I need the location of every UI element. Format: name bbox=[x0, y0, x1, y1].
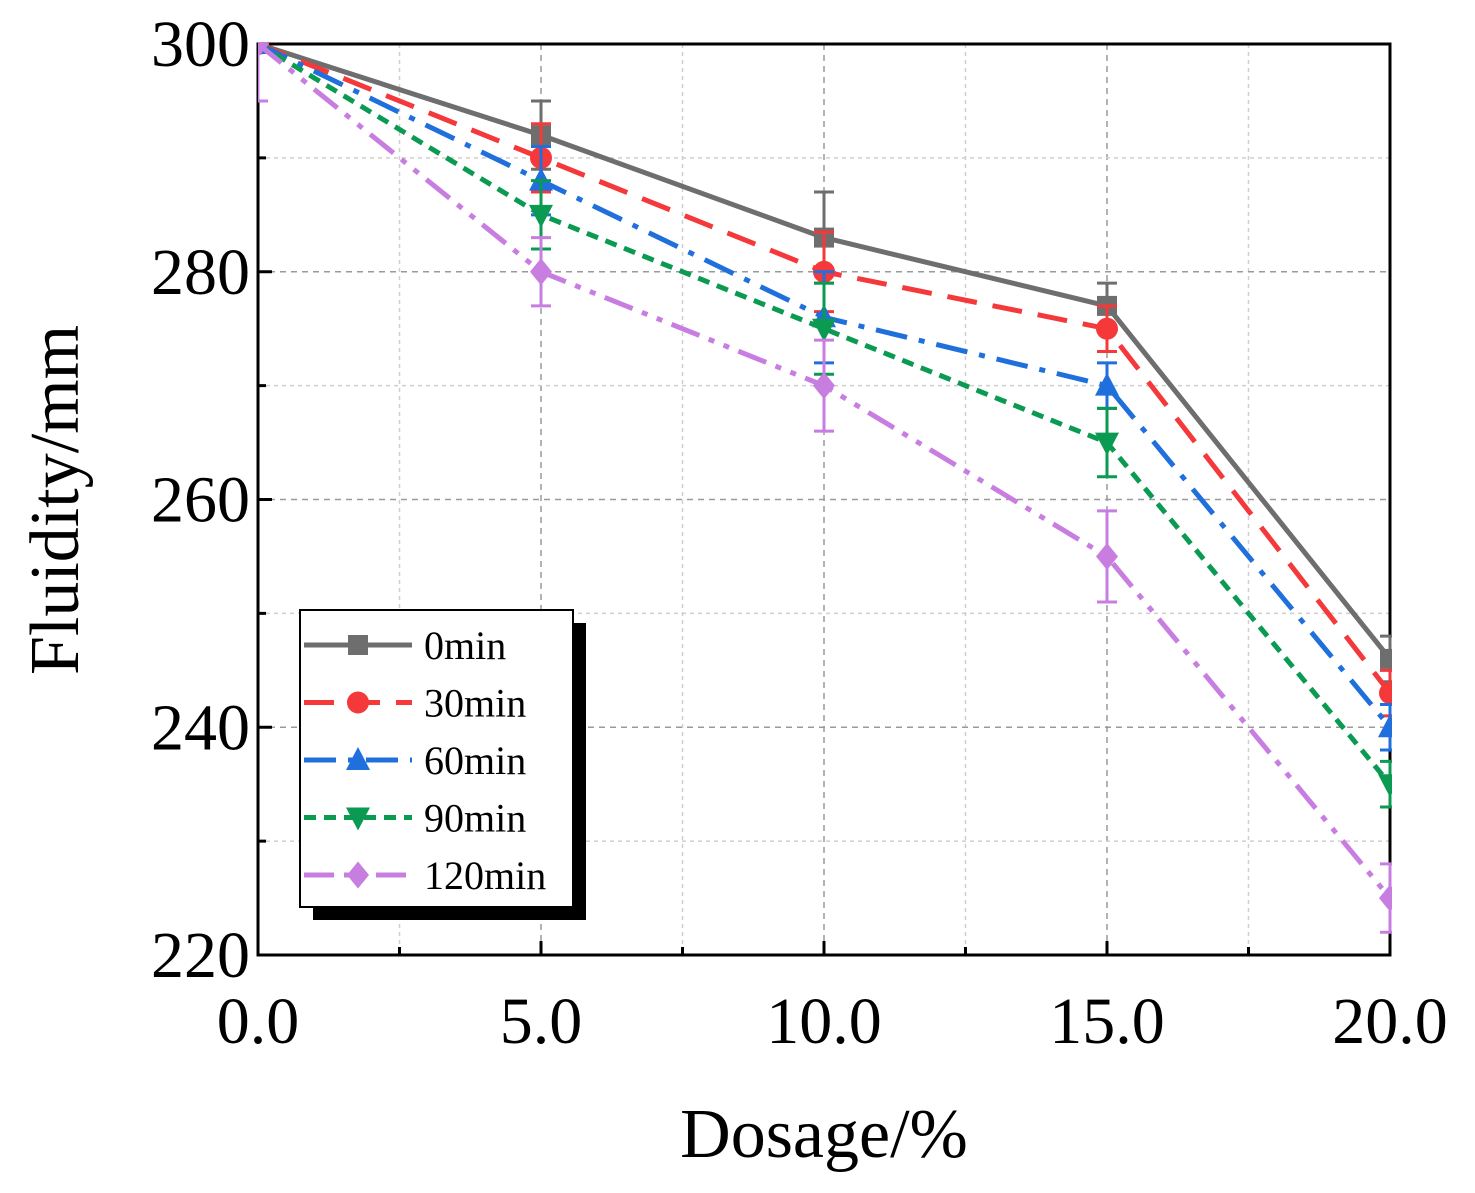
legend-label: 0min bbox=[424, 623, 506, 668]
legend-label: 30min bbox=[424, 681, 526, 726]
data-point bbox=[1379, 682, 1392, 705]
data-point bbox=[1380, 648, 1392, 669]
data-point bbox=[1095, 432, 1119, 456]
x-tick-label: 5.0 bbox=[500, 985, 583, 1058]
legend-item-60min: 60min bbox=[304, 738, 526, 783]
y-tick-label: 260 bbox=[151, 464, 250, 537]
plot-frame bbox=[256, 42, 1392, 957]
y-tick-label: 240 bbox=[151, 691, 250, 764]
legend-item-30min: 30min bbox=[304, 681, 526, 726]
y-axis-title: Fluidity/mm bbox=[17, 325, 94, 675]
legend-label: 90min bbox=[424, 796, 526, 841]
data-point bbox=[1096, 542, 1118, 570]
legend-box bbox=[299, 609, 574, 908]
data-point bbox=[1378, 774, 1392, 798]
y-axis-ticks: 220 240 260 280 300 bbox=[151, 8, 250, 992]
legend: 0min 30min 60min 90min 120min bbox=[299, 609, 586, 920]
y-tick-label: 300 bbox=[151, 8, 250, 81]
data-point bbox=[813, 372, 835, 400]
x-axis-title: Dosage/% bbox=[680, 1096, 968, 1173]
legend-item-0min: 0min bbox=[304, 623, 506, 668]
data-point bbox=[529, 204, 553, 228]
x-tick-label: 10.0 bbox=[766, 985, 882, 1058]
x-axis-ticks: 0.0 5.0 10.0 15.0 20.0 bbox=[217, 985, 1448, 1058]
data-point bbox=[1096, 317, 1118, 340]
data-point bbox=[530, 258, 552, 286]
legend-swatch-marker bbox=[348, 635, 368, 655]
series-line-90min bbox=[258, 42, 1392, 786]
legend-item-90min: 90min bbox=[304, 796, 526, 841]
y-tick-label: 280 bbox=[151, 236, 250, 309]
legend-label: 120min bbox=[424, 853, 546, 898]
series-layer bbox=[258, 42, 1392, 934]
data-point bbox=[1378, 714, 1392, 738]
legend-item-120min: 120min bbox=[304, 853, 546, 898]
legend-swatch-marker bbox=[347, 691, 369, 714]
data-point bbox=[1095, 372, 1119, 396]
legend-label: 60min bbox=[424, 738, 526, 783]
data-point bbox=[812, 318, 836, 342]
x-tick-label: 15.0 bbox=[1049, 985, 1165, 1058]
legend-swatch-marker bbox=[346, 807, 370, 831]
data-point bbox=[1379, 884, 1392, 912]
y-tick-label: 220 bbox=[151, 919, 250, 992]
series-120min bbox=[258, 42, 1392, 934]
legend-swatch-marker bbox=[346, 747, 370, 770]
x-tick-label: 0.0 bbox=[217, 985, 300, 1058]
legend-swatch-marker bbox=[347, 861, 369, 889]
data-point bbox=[258, 42, 269, 58]
x-tick-label: 20.0 bbox=[1332, 985, 1448, 1058]
